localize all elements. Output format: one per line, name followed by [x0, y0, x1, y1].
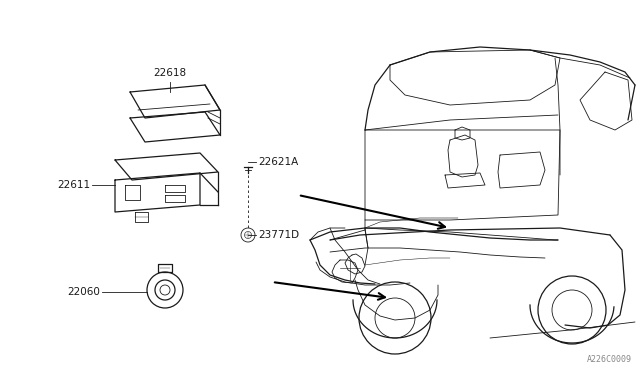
Text: A226C0009: A226C0009 — [587, 355, 632, 364]
Text: 22618: 22618 — [154, 68, 187, 78]
Text: 22611: 22611 — [57, 180, 90, 190]
Text: 22060: 22060 — [67, 287, 100, 297]
Text: 22621A: 22621A — [258, 157, 298, 167]
Text: 23771D: 23771D — [258, 230, 299, 240]
